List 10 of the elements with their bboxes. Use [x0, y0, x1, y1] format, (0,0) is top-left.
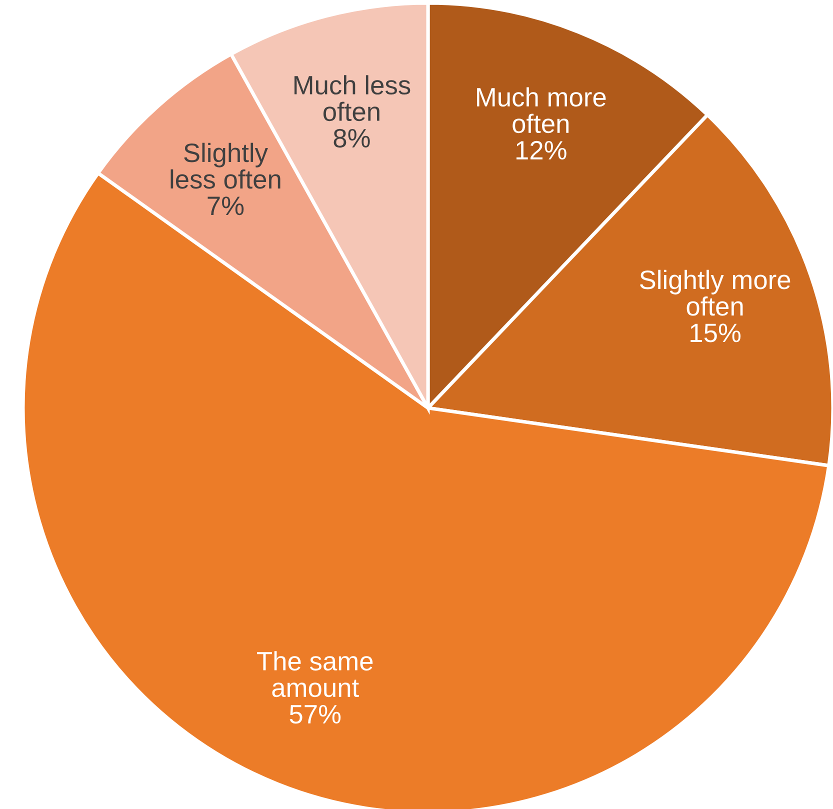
- slice-label: Much more often: [477, 87, 606, 134]
- data-label: 15%: [690, 324, 741, 342]
- data-label: 57%: [290, 705, 341, 724]
- slice-label: Slightly more often: [640, 270, 790, 316]
- slice-label: The same amount: [257, 651, 373, 698]
- slice-label: Slightly less often: [170, 142, 280, 189]
- slice-label: Much less often: [294, 75, 410, 122]
- data-label: 8%: [334, 128, 370, 148]
- data-label: 7%: [208, 196, 244, 216]
- data-label: 12%: [516, 140, 566, 160]
